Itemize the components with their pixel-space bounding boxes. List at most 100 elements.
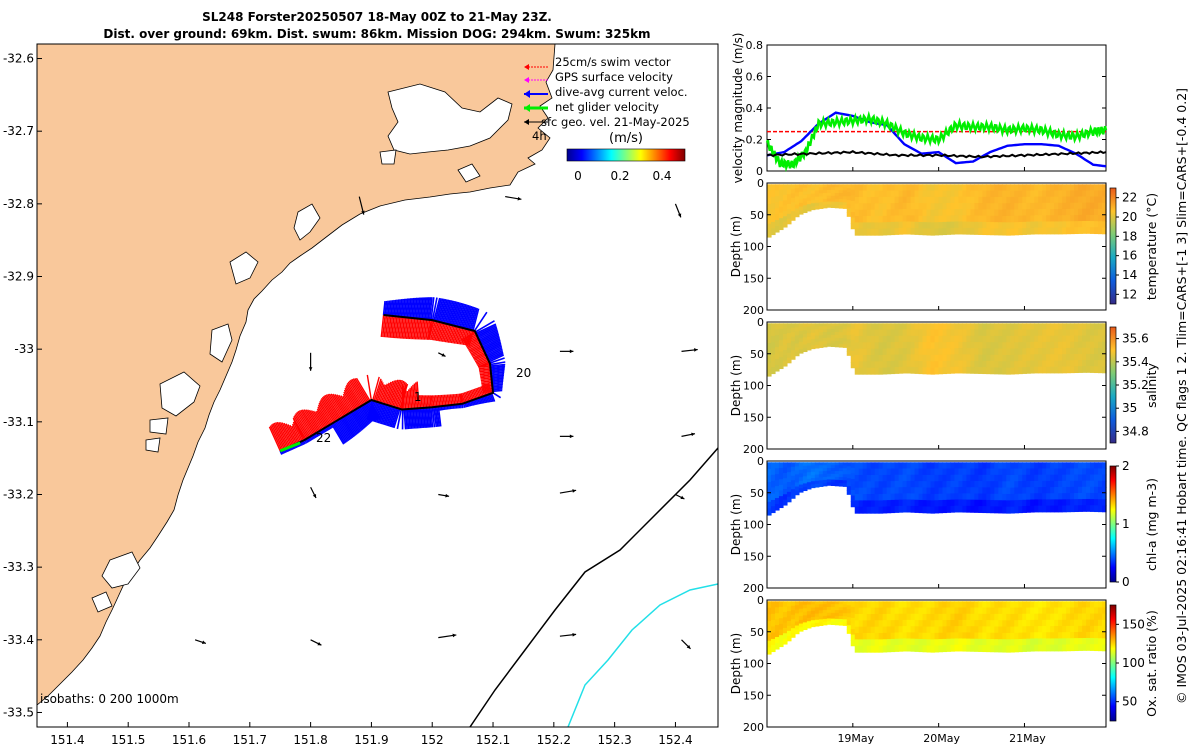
velocity-ytick-label: 0.2 (746, 134, 764, 147)
salinity-data-columns (767, 323, 1107, 377)
temperature-ytick-label: 0 (757, 177, 764, 190)
sfc-velocity-arrow (559, 434, 574, 439)
velocity-axis-ticks: 0 0.2 0.4 0.6 0.8 (746, 39, 1106, 178)
sfc-velocity-arrow (681, 639, 691, 650)
legend-item-swim-vector: 25cm/s swim vector (524, 55, 671, 70)
temperature-colorbar-tick: 16 (1122, 249, 1137, 263)
chlorophyll-ytick-label: 150 (743, 550, 764, 563)
map-ytick-label: -33.5 (3, 705, 34, 719)
legend-label-dive-avg: dive-avg current veloc. (555, 85, 688, 99)
land-mass (37, 44, 556, 706)
map-xtick-label: 151.6 (172, 733, 206, 747)
salinity-ytick-label: 50 (750, 348, 764, 361)
oxygen-ytick-label: 50 (750, 626, 764, 639)
salinity-ytick-label: 150 (743, 411, 764, 424)
map-xtick-label: 151.9 (354, 733, 388, 747)
sfc-velocity-arrow (310, 639, 322, 646)
sfc-velocity-arrow (559, 349, 574, 354)
temperature-colorbar-tick: 22 (1122, 191, 1137, 205)
map-ytick-label: -33.1 (3, 415, 34, 429)
swim-vectors (268, 314, 494, 452)
sfc-velocity-arrow (310, 486, 317, 499)
legend-label-gps-velocity: GPS surface velocity (555, 70, 673, 84)
salinity-ytick-label: 200 (743, 443, 764, 456)
velocity-ytick-label: 0.6 (746, 71, 764, 84)
map-colorbar-tick-2: 0.4 (652, 169, 671, 183)
oxygen-ytick-label: 200 (743, 721, 764, 734)
side-caption: © IMOS 03-Jul-2025 02:16:41 Hobart time.… (1174, 88, 1189, 704)
oxygen-colorbar-tick: 100 (1122, 656, 1145, 670)
legend-label-net-glider: net glider velocity (555, 100, 659, 114)
map-xtick-label: 152 (421, 733, 444, 747)
oxygen-data-columns (767, 601, 1107, 655)
chlorophyll-data-columns (767, 462, 1107, 516)
temperature-ytick-label: 50 (750, 209, 764, 222)
map-ytick-label: -32.7 (3, 124, 34, 138)
map-xtick-label: 151.8 (293, 733, 327, 747)
sfc-geo-velocity-arrows (194, 195, 698, 650)
sfc-velocity-arrow (681, 432, 696, 437)
temperature-colorbar (1109, 187, 1117, 305)
velocity-ytick-label: 0.4 (746, 102, 764, 115)
sfc-velocity-arrow (674, 203, 682, 218)
map-ytick-label: -33.3 (3, 560, 34, 574)
salinity-ylabel: Depth (m) (729, 355, 743, 416)
net-glider-velocity-arrow (279, 441, 301, 453)
map-xtick-label: 151.4 (50, 733, 84, 747)
velocity-ylabel: velocity magnitude (m/s) (731, 33, 745, 184)
oxygen-colorbar (1109, 604, 1117, 722)
map-ytick-label: -33 (14, 342, 34, 356)
map-ytick-label: -33.2 (3, 487, 34, 501)
salinity-colorbar-tick: 35.6 (1122, 332, 1149, 346)
track-label-day-20: 20 (516, 366, 531, 380)
temperature-ylabel: Depth (m) (729, 216, 743, 277)
oxygen-ylabel: Depth (m) (729, 633, 743, 694)
temperature-ytick-label: 100 (743, 241, 764, 254)
velocity-panel: 0 0.2 0.4 0.6 0.8 velocity magnitude (m/s) (731, 33, 1108, 184)
oxygen-ytick-label: 150 (743, 689, 764, 702)
oxygen-colorbar-tick: 50 (1122, 695, 1137, 709)
sfc-velocity-arrow (559, 632, 577, 637)
glider-track-line (279, 314, 495, 452)
chlorophyll-colorbar-label: chl-a (mg m-3) (1144, 478, 1159, 571)
chlorophyll-ytick-label: 0 (757, 455, 764, 468)
sfc-velocity-arrow (681, 348, 698, 352)
legend-item-sfc-geo: sfc geo. vel. 21-May-2025 (524, 115, 690, 129)
salinity-ytick-label: 0 (757, 316, 764, 329)
map-colorbar-tick-0: 0 (574, 169, 582, 183)
salinity-panel: 0 50 100 150 200 Depth (m) 34.8 35 35.2 35.4 35.6 s… (729, 316, 1159, 456)
map-ytick-label: -32.8 (3, 197, 34, 211)
temperature-colorbar-tick: 12 (1122, 287, 1137, 301)
isobath-1000m (567, 583, 718, 727)
sfc-velocity-arrow (438, 633, 457, 639)
legend-item-dive-avg: dive-avg current veloc. (524, 85, 688, 99)
temperature-colorbar-tick: 18 (1122, 229, 1137, 243)
velocity-series-gps (766, 150, 1107, 159)
sfc-velocity-arrow (505, 195, 522, 201)
glider-track-group (268, 297, 506, 455)
map-colorbar-label: (m/s) (609, 131, 643, 146)
map-panel: 151.4 151.5 151.6 151.7 151.8 151.9 152 152.1 15… (3, 43, 719, 747)
temperature-ytick-label: 150 (743, 272, 764, 285)
chlorophyll-ytick-label: 50 (750, 487, 764, 500)
map-ytick-label: -33.4 (3, 633, 34, 647)
temperature-colorbar-tick: 14 (1122, 268, 1137, 282)
map-xtick-label: 152.1 (476, 733, 510, 747)
sfc-velocity-arrow (308, 352, 313, 371)
sfc-velocity-arrow (438, 352, 446, 357)
salinity-colorbar-tick: 34.8 (1122, 424, 1149, 438)
temperature-data-columns (767, 184, 1107, 238)
map-ytick-label: -32.9 (3, 270, 34, 284)
map-xtick-label: 152.2 (537, 733, 571, 747)
velocity-ytick-label: 0.8 (746, 39, 764, 52)
map-xtick-label: 151.5 (111, 733, 145, 747)
map-xtick-label: 152.4 (658, 733, 692, 747)
track-label-day-1: 1 (414, 390, 422, 404)
annotation-4h: 4h (532, 129, 547, 143)
title-line-1: SL248 Forster20250507 18-May 00Z to 21-M… (202, 10, 552, 24)
map-legend: 25cm/s swim vector GPS surface velocity … (524, 55, 690, 143)
salinity-colorbar-label: salinity (1144, 362, 1159, 407)
isobaths-label: isobaths: 0 200 1000m (40, 692, 179, 706)
